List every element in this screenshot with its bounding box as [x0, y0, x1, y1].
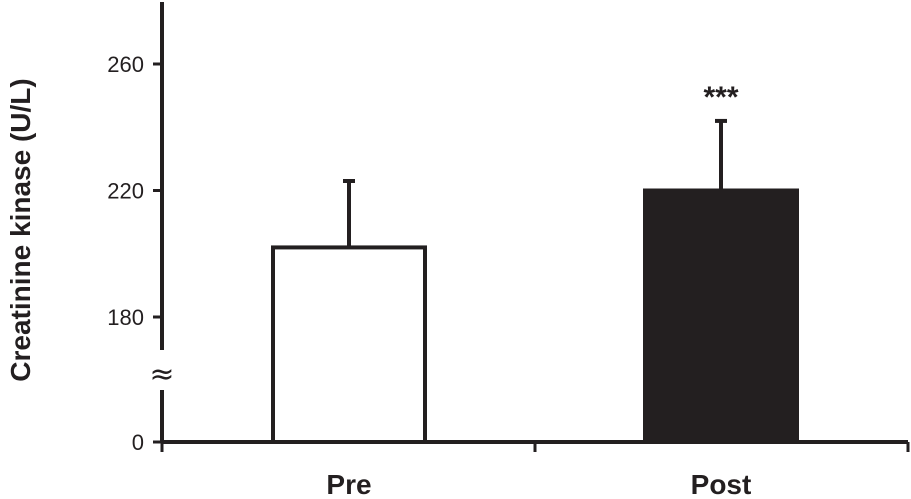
y-axis-break-gap	[154, 350, 170, 390]
y-tick-label: 0	[132, 430, 144, 455]
y-axis-label: Creatinine kinase (U/L)	[5, 78, 36, 381]
y-tick-label: 260	[107, 52, 144, 77]
bar-post	[643, 188, 799, 444]
y-axis-break-symbol: ≈	[149, 357, 174, 392]
labels: 0 180 220 260 Pre Post ***	[107, 52, 751, 499]
significance-label: ***	[703, 81, 738, 114]
x-tick-label-pre: Pre	[326, 469, 371, 499]
y-tick-label: 180	[107, 305, 144, 330]
bars	[271, 118, 799, 444]
y-tick-label: 220	[107, 179, 144, 204]
bar-pre	[271, 245, 427, 444]
x-tick-label-post: Post	[691, 469, 752, 499]
